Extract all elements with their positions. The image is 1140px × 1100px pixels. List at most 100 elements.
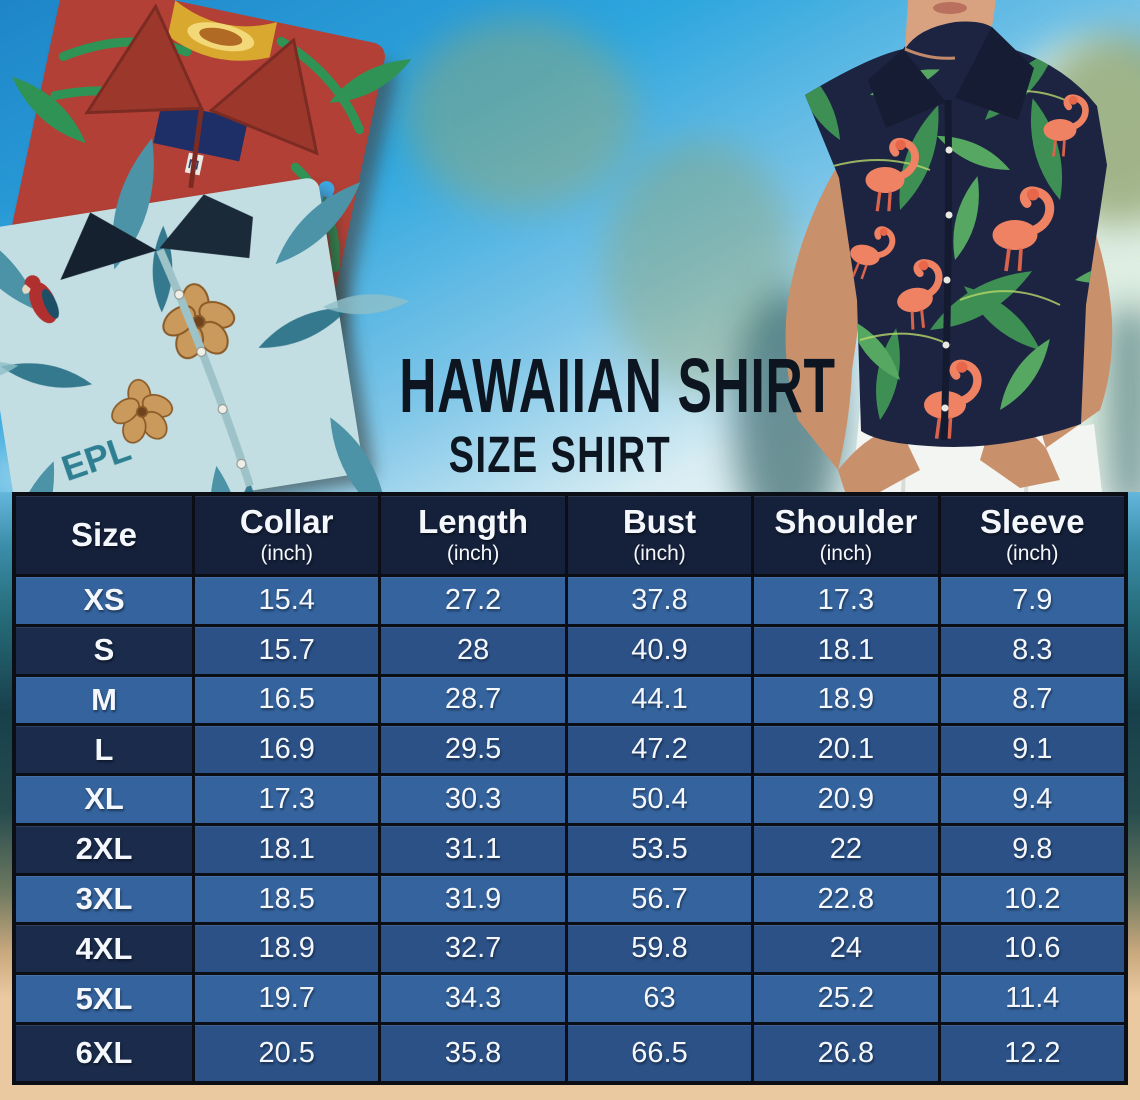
parrot-print (22, 275, 59, 324)
header-cell-shoulder: Shoulder (inch) (754, 496, 938, 574)
value-cell: 59.8 (567, 925, 752, 973)
header-unit: (inch) (446, 541, 500, 565)
gold-collar-label (167, 0, 278, 61)
value-cell: 17.3 (754, 577, 938, 624)
header-cell-collar: Collar (inch) (195, 496, 379, 574)
size-cell: 6XL (16, 1025, 192, 1081)
value-cell: 7.9 (940, 577, 1124, 624)
value-cell: 22.8 (754, 875, 938, 923)
value-cell: 34.3 (381, 975, 565, 1022)
value-cell: 20.5 (195, 1025, 379, 1081)
header-label: Sleeve (979, 503, 1085, 541)
value-cell: 10.2 (940, 875, 1124, 923)
value-cell: 9.8 (940, 825, 1124, 873)
size-cell: M (16, 676, 192, 724)
value-cell: 50.4 (567, 776, 752, 823)
value-cell: 47.2 (567, 726, 752, 774)
value-cell: 28 (381, 626, 565, 674)
value-cell: 26.8 (754, 1025, 938, 1081)
header-label: Length (418, 503, 529, 541)
value-cell: 8.3 (940, 626, 1124, 674)
hero-art: M (0, 0, 1140, 492)
value-cell: 22 (754, 825, 938, 873)
value-cell: 56.7 (567, 875, 752, 923)
value-cell: 37.8 (567, 577, 752, 624)
header-unit: (inch) (819, 541, 873, 565)
value-cell: 63 (567, 975, 752, 1022)
value-cell: 15.4 (195, 577, 379, 624)
value-cell: 19.7 (195, 975, 379, 1022)
value-cell: 53.5 (567, 825, 752, 873)
value-cell: 27.2 (381, 577, 565, 624)
header-cell-size: Size (16, 496, 192, 574)
header-label: Collar (239, 503, 334, 541)
header-cell-bust: Bust (inch) (567, 496, 752, 574)
value-cell: 24 (754, 925, 938, 973)
size-cell: 2XL (16, 825, 192, 873)
value-cell: 18.5 (195, 875, 379, 923)
value-cell: 29.5 (381, 726, 565, 774)
value-cell: 35.8 (381, 1025, 565, 1081)
red-shirt-collar (208, 37, 319, 156)
header-unit: (inch) (633, 541, 686, 565)
man-neck (905, 0, 996, 49)
value-cell: 18.9 (754, 676, 938, 724)
folded-shirts-photo: M (0, 0, 417, 492)
left-hand (838, 428, 920, 492)
value-cell: 18.9 (195, 925, 379, 973)
value-cell: 40.9 (567, 626, 752, 674)
value-cell: 16.9 (195, 726, 379, 774)
value-cell: 20.9 (754, 776, 938, 823)
size-cell: 3XL (16, 875, 192, 923)
size-cell: 4XL (16, 925, 192, 973)
header-label: Shoulder (774, 503, 918, 541)
value-cell: 12.2 (940, 1025, 1124, 1081)
man-lips (933, 2, 967, 14)
shirt-collar (868, 49, 946, 128)
header-unit: (inch) (1006, 541, 1059, 565)
value-cell: 9.4 (940, 776, 1124, 823)
header-cell-length: Length (inch) (381, 496, 565, 574)
value-cell: 18.1 (195, 825, 379, 873)
value-cell: 15.7 (195, 626, 379, 674)
blurred-palm-leaf (405, 20, 635, 210)
teal-hawaiian-shirt: EPL (0, 134, 411, 492)
size-cell: S (16, 626, 192, 674)
value-cell: 31.1 (381, 825, 565, 873)
header-unit: (inch) (260, 541, 313, 565)
value-cell: 17.3 (195, 776, 379, 823)
hero-banner: M (0, 0, 1140, 492)
size-table: Size Collar (inch) Length (inch) Bust (inch) Sh… (12, 492, 1128, 1085)
blurred-palm-trunk (1108, 310, 1140, 492)
value-cell: 44.1 (567, 676, 752, 724)
teal-shirt-collar (60, 212, 157, 280)
value-cell: 9.1 (940, 726, 1124, 774)
shirt-buttons (174, 289, 247, 469)
value-cell: 10.6 (940, 925, 1124, 973)
man-wearing-flamingo-shirt-photo (785, 0, 1113, 492)
value-cell: 11.4 (940, 975, 1124, 1022)
value-cell: 30.3 (381, 776, 565, 823)
size-cell: XL (16, 776, 192, 823)
size-cell: 5XL (16, 975, 192, 1022)
value-cell: 25.2 (754, 975, 938, 1022)
shirt-buttons (941, 146, 953, 412)
shirt-collar (955, 27, 1034, 120)
blurred-palm-leaf (605, 140, 795, 390)
size-cell: XS (16, 577, 192, 624)
value-cell: 18.1 (754, 626, 938, 674)
value-cell: 32.7 (381, 925, 565, 973)
size-cell: L (16, 726, 192, 774)
value-cell: 20.1 (754, 726, 938, 774)
value-cell: 66.5 (567, 1025, 752, 1081)
teal-shirt-collar (159, 194, 253, 259)
value-cell: 16.5 (195, 676, 379, 724)
value-cell: 31.9 (381, 875, 565, 923)
header-label: Size (70, 515, 138, 553)
value-cell: 8.7 (940, 676, 1124, 724)
header-label: Bust (622, 503, 697, 541)
header-cell-sleeve: Sleeve (inch) (940, 496, 1124, 574)
red-shirt-collar (84, 3, 204, 115)
value-cell: 28.7 (381, 676, 565, 724)
